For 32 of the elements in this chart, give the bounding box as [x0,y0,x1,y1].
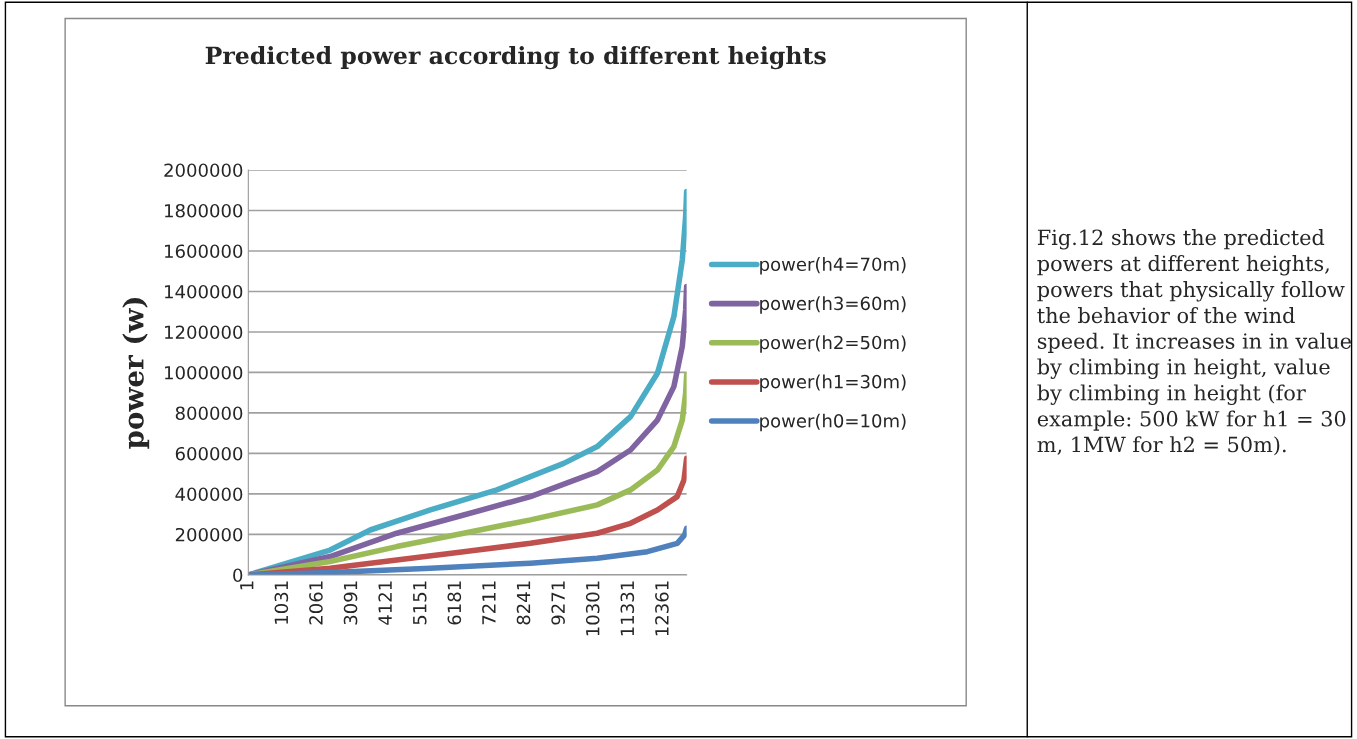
y-axis-title: power (w) [122,298,150,449]
x-tick-label: 9271 [551,581,565,625]
y-tick-label: 600000 [175,446,243,461]
x-tick-label: 1031 [274,581,289,624]
legend-label: power(h3=60m) [760,296,906,314]
y-tick-label: 1600000 [165,244,243,259]
y-tick-label: 2000000 [164,163,243,178]
y-tick-label: 400000 [175,487,243,502]
x-tick-label: 8241 [516,581,531,625]
x-tick-label: 2061 [309,581,323,625]
y-tick-label: 1800000 [165,203,243,218]
x-tick-label: 10301 [585,581,600,636]
legend-label: power(h2=50m) [760,335,906,353]
legend-label: power(h1=30m) [760,374,906,392]
y-tick-label: 1200000 [165,325,243,340]
x-tick-label: 7211 [482,581,496,625]
legend-label: power(h0=10m) [760,413,906,432]
legend-label: power(h4=70m) [760,257,906,275]
x-tick-label: 1 [240,581,254,590]
y-tick-label: 1000000 [165,365,243,380]
x-tick-label: 11331 [620,581,635,636]
x-tick-label: 12361 [655,581,669,636]
x-tick-label: 6181 [447,581,462,625]
x-tick-label: 5151 [413,581,427,625]
y-tick-label: 800000 [175,406,243,421]
y-tick-label: 1400000 [165,284,243,299]
x-tick-label: 4121 [378,581,392,625]
chart-title: Predicted power according to different heights [205,46,826,70]
text: Fig.12 shows the predicted powers at different heights, powers that physically follow the behavior of the wind speed. It increases in in value by climbing in height, value by climbing in height (for example: 500 kW for h1 = 30 m, 1MW for h2 = 50m). [1037,229,1351,456]
x-tick-label: 3091 [343,581,358,625]
y-tick-label: 0 [233,568,243,583]
y-tick-label: 200000 [175,527,243,542]
